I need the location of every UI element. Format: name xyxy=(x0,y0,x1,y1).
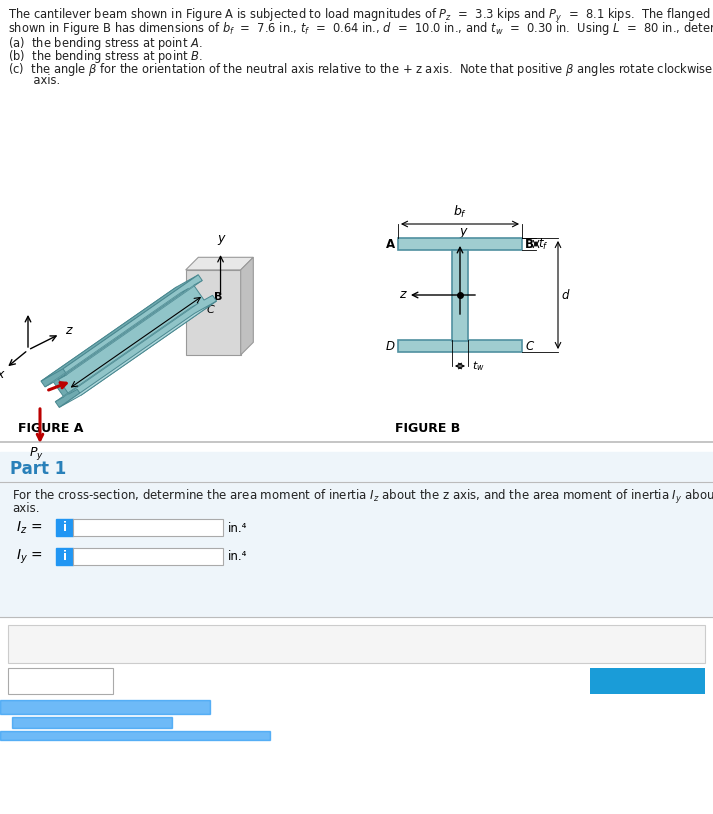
Text: (a)  the bending stress at point $A$.: (a) the bending stress at point $A$. xyxy=(8,35,202,52)
Text: A: A xyxy=(180,304,189,314)
Bar xyxy=(12,717,172,728)
Text: z: z xyxy=(399,288,405,301)
Text: y: y xyxy=(459,225,467,238)
Bar xyxy=(0,700,210,714)
Text: D: D xyxy=(386,339,395,352)
Text: $b_f$: $b_f$ xyxy=(453,204,467,220)
Bar xyxy=(56,519,73,536)
Bar xyxy=(590,668,705,694)
Polygon shape xyxy=(185,257,253,270)
Text: Save for Later: Save for Later xyxy=(20,675,101,688)
Bar xyxy=(56,548,73,565)
Text: The cantilever beam shown in Figure A is subjected to load magnitudes of $P_z$  : The cantilever beam shown in Figure A is… xyxy=(8,7,713,25)
Text: C: C xyxy=(525,339,533,352)
Text: x: x xyxy=(0,367,4,380)
Text: B: B xyxy=(525,238,534,251)
Text: $L$: $L$ xyxy=(122,328,130,341)
Text: in.⁴: in.⁴ xyxy=(228,522,247,535)
Text: $t_w$: $t_w$ xyxy=(472,359,485,373)
Bar xyxy=(8,668,113,694)
Text: A: A xyxy=(386,238,395,251)
Text: $P_y$: $P_y$ xyxy=(29,444,43,462)
Text: $P_z$: $P_z$ xyxy=(82,370,96,386)
Text: Part 1: Part 1 xyxy=(10,460,66,478)
Text: For the cross-section, determine the area moment of inertia $I_z$ about the z ax: For the cross-section, determine the are… xyxy=(12,488,713,506)
Polygon shape xyxy=(41,287,199,407)
Text: (c)  the angle $\beta$ for the orientation of the neutral axis relative to the +: (c) the angle $\beta$ for the orientatio… xyxy=(8,61,713,78)
Text: $d$: $d$ xyxy=(561,288,570,302)
Bar xyxy=(452,250,468,341)
Polygon shape xyxy=(58,281,202,379)
Bar xyxy=(398,238,522,250)
Bar xyxy=(0,452,713,617)
Text: axis.: axis. xyxy=(12,502,39,515)
Polygon shape xyxy=(185,270,241,355)
Text: eTextbook and Media: eTextbook and Media xyxy=(16,637,149,650)
Bar xyxy=(8,625,705,663)
Text: $I_z$ =: $I_z$ = xyxy=(16,520,42,536)
Bar xyxy=(0,105,713,440)
Text: (b)  the bending stress at point $B$.: (b) the bending stress at point $B$. xyxy=(8,48,203,65)
Polygon shape xyxy=(55,303,199,401)
Bar xyxy=(0,731,270,740)
Text: i: i xyxy=(63,550,66,563)
Polygon shape xyxy=(41,275,198,381)
Bar xyxy=(73,519,223,536)
Text: y: y xyxy=(217,232,224,245)
Text: z: z xyxy=(65,323,71,336)
Text: $t_f$: $t_f$ xyxy=(538,236,548,252)
Bar xyxy=(398,340,522,352)
Text: B: B xyxy=(215,292,222,302)
Bar xyxy=(73,548,223,565)
Text: FIGURE A: FIGURE A xyxy=(18,422,83,435)
Text: Submit Answer: Submit Answer xyxy=(597,675,697,688)
Text: i: i xyxy=(63,521,66,534)
Text: $I_y$ =: $I_y$ = xyxy=(16,548,43,567)
Text: FIGURE B: FIGURE B xyxy=(395,422,461,435)
Text: shown in Figure B has dimensions of $b_f$  =  7.6 in., $t_f$  =  0.64 in., $d$  : shown in Figure B has dimensions of $b_f… xyxy=(8,20,713,37)
Polygon shape xyxy=(241,257,253,355)
Text: axis.: axis. xyxy=(8,74,60,87)
Polygon shape xyxy=(59,301,217,407)
Polygon shape xyxy=(58,275,217,395)
Text: C: C xyxy=(207,304,215,314)
Polygon shape xyxy=(45,288,189,387)
Text: in.⁴: in.⁴ xyxy=(228,550,247,563)
